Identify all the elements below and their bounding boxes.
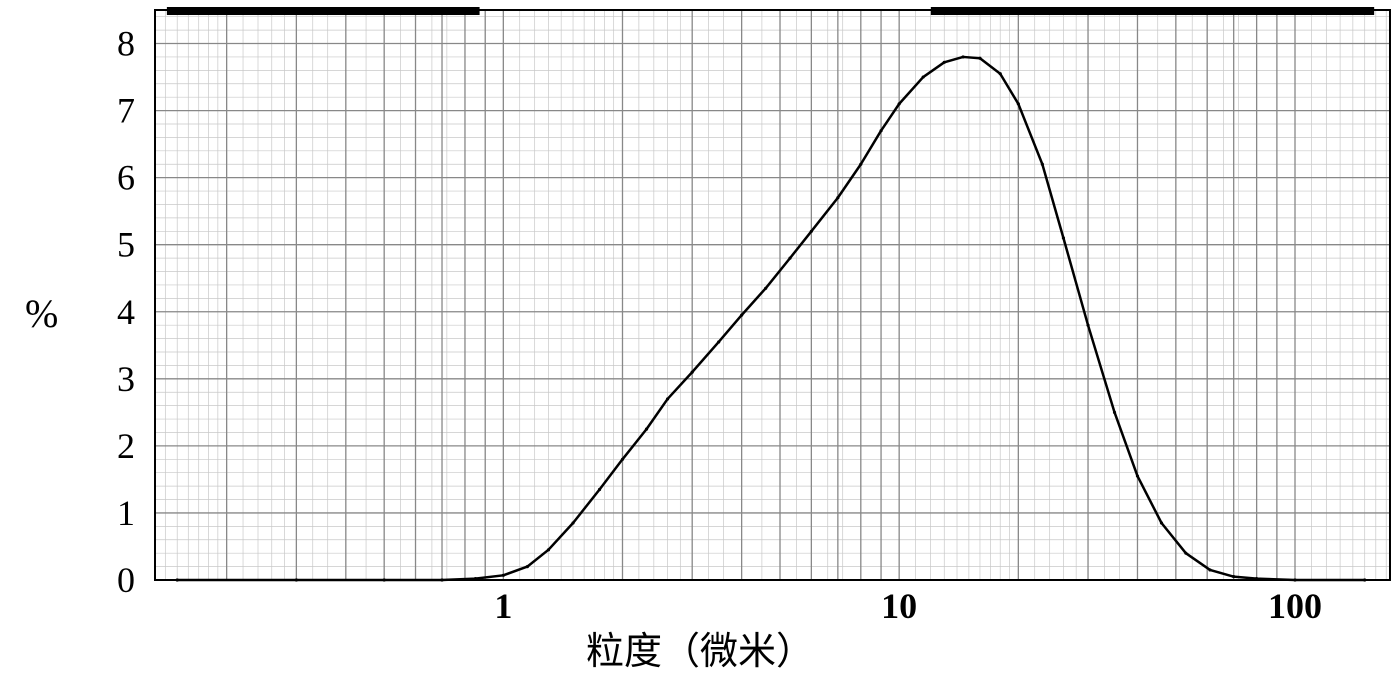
x-axis-label: 粒度（微米） — [0, 620, 1400, 675]
y-tick-label: 0 — [117, 560, 135, 600]
distribution-chart: 012345678110100 — [0, 0, 1400, 685]
y-tick-label: 4 — [117, 292, 135, 332]
chart-container: % 012345678110100 粒度（微米） — [0, 0, 1400, 685]
y-tick-label: 3 — [117, 359, 135, 399]
y-tick-label: 6 — [117, 158, 135, 198]
y-tick-label: 5 — [117, 225, 135, 265]
y-tick-label: 1 — [117, 493, 135, 533]
y-tick-label: 2 — [117, 426, 135, 466]
y-tick-label: 7 — [117, 91, 135, 131]
y-tick-label: 8 — [117, 24, 135, 64]
